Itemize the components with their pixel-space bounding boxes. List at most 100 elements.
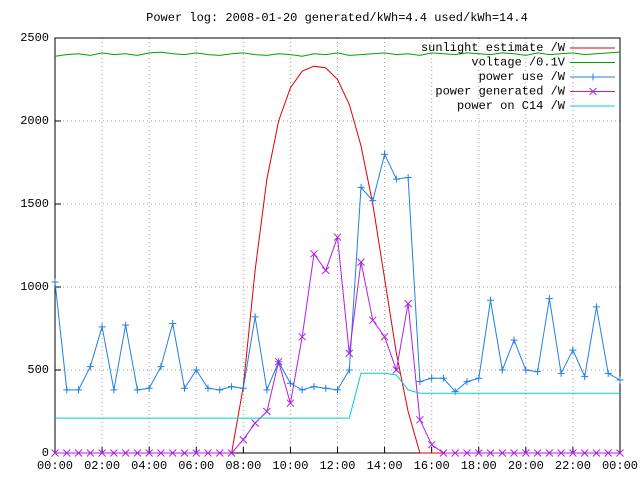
point-marker: [381, 150, 389, 158]
point-marker: [416, 415, 424, 424]
point-marker: [463, 449, 471, 457]
x-tick-label: 04:00: [131, 459, 167, 473]
point-marker: [251, 419, 259, 427]
point-marker: [98, 323, 106, 331]
point-marker: [133, 449, 142, 457]
chart-title: Power log: 2008-01-20 generated/kWh=4.4 …: [146, 11, 528, 25]
point-marker: [510, 336, 518, 344]
point-marker: [133, 386, 141, 394]
x-tick-label: 18:00: [461, 459, 497, 473]
x-tick-label: 06:00: [178, 459, 214, 473]
point-marker: [345, 366, 353, 374]
point-marker: [474, 449, 483, 457]
point-marker: [581, 373, 589, 381]
point-marker: [592, 449, 601, 457]
point-marker: [451, 388, 459, 396]
point-marker: [498, 366, 506, 374]
point-marker: [251, 313, 259, 321]
point-marker: [545, 449, 554, 457]
series-line: [55, 372, 620, 419]
y-tick-label: 1000: [20, 280, 49, 294]
point-marker: [74, 449, 83, 457]
point-marker: [122, 321, 130, 329]
point-marker: [286, 399, 295, 408]
point-marker: [239, 384, 247, 392]
x-tick-label: 16:00: [414, 459, 450, 473]
point-marker: [321, 266, 330, 275]
point-marker: [322, 384, 330, 392]
point-marker: [439, 374, 447, 382]
x-tick-label: 00:00: [602, 459, 638, 473]
point-marker: [569, 346, 577, 354]
y-tick-label: 500: [27, 363, 49, 377]
point-marker: [228, 383, 236, 391]
legend-label: voltage /0.1V: [471, 56, 565, 70]
point-marker: [369, 197, 377, 205]
point-marker: [180, 384, 188, 392]
point-marker: [157, 363, 165, 371]
y-tick-label: 0: [42, 446, 49, 460]
point-marker: [357, 183, 365, 191]
point-marker: [533, 449, 542, 457]
point-marker: [334, 386, 341, 394]
point-marker: [475, 374, 483, 382]
point-marker: [463, 378, 471, 386]
point-marker: [310, 249, 318, 258]
point-marker: [404, 299, 412, 308]
point-marker: [592, 303, 600, 311]
point-marker: [557, 449, 565, 457]
x-tick-label: 20:00: [508, 459, 544, 473]
legend-marker: [589, 73, 597, 81]
point-marker: [62, 449, 71, 457]
point-marker: [227, 449, 236, 457]
point-marker: [298, 386, 306, 394]
point-marker: [263, 386, 271, 394]
point-marker: [63, 386, 71, 394]
point-marker: [310, 383, 318, 391]
x-tick-label: 08:00: [225, 459, 261, 473]
point-marker: [204, 384, 212, 392]
point-marker: [168, 449, 177, 457]
point-marker: [110, 449, 118, 457]
point-marker: [286, 379, 294, 387]
point-marker: [569, 449, 577, 457]
point-marker: [239, 435, 248, 444]
point-marker: [145, 384, 153, 392]
point-marker: [180, 449, 189, 457]
x-tick-label: 02:00: [84, 459, 120, 473]
point-marker: [192, 449, 201, 457]
point-marker: [522, 366, 530, 374]
series-line: [54, 51, 621, 57]
series-line: [54, 152, 621, 393]
y-tick-label: 1500: [20, 197, 49, 211]
legend-label: power on C14 /W: [457, 99, 566, 113]
point-marker: [86, 449, 95, 457]
point-marker: [263, 407, 271, 416]
point-marker: [392, 366, 401, 374]
point-marker: [487, 296, 495, 304]
point-marker: [404, 173, 412, 181]
point-marker: [86, 363, 94, 371]
point-marker: [604, 449, 613, 457]
point-marker: [345, 349, 354, 358]
point-marker: [616, 376, 624, 384]
point-marker: [534, 368, 542, 376]
x-tick-label: 00:00: [37, 459, 73, 473]
point-marker: [51, 278, 59, 286]
point-marker: [333, 233, 342, 242]
point-marker: [75, 386, 83, 394]
point-marker: [215, 449, 224, 457]
point-marker: [121, 449, 130, 457]
point-marker: [498, 449, 507, 457]
point-marker: [110, 386, 118, 394]
point-marker: [486, 449, 495, 457]
point-marker: [192, 366, 200, 374]
point-marker: [204, 449, 212, 457]
point-marker: [604, 369, 612, 377]
x-tick-label: 22:00: [555, 459, 591, 473]
point-marker: [380, 332, 389, 341]
legend-label: sunlight estimate /W: [421, 41, 566, 55]
legend-label: power use /W: [479, 70, 566, 84]
